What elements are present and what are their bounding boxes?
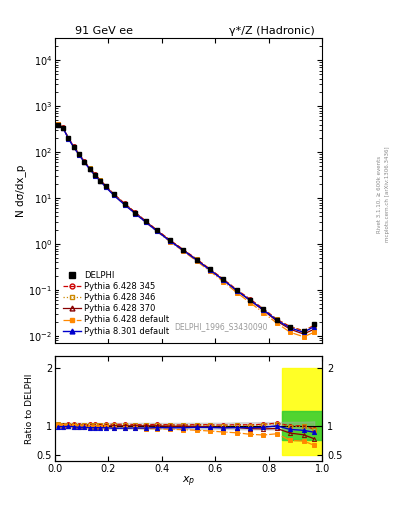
Bar [282,411,322,440]
Legend: DELPHI, Pythia 6.428 345, Pythia 6.428 346, Pythia 6.428 370, Pythia 6.428 defau: DELPHI, Pythia 6.428 345, Pythia 6.428 3… [59,268,173,339]
Text: DELPHI_1996_S3430090: DELPHI_1996_S3430090 [174,322,268,331]
Y-axis label: N dσ/dx_p: N dσ/dx_p [15,164,26,217]
Text: γ*/Z (Hadronic): γ*/Z (Hadronic) [229,26,314,36]
Text: 91 GeV ee: 91 GeV ee [75,26,133,36]
X-axis label: $x_p$: $x_p$ [182,475,195,489]
Text: mcplots.cern.ch [arXiv:1306.3436]: mcplots.cern.ch [arXiv:1306.3436] [385,147,389,242]
Bar [282,368,322,455]
Text: Rivet 3.1.10, ≥ 600k events: Rivet 3.1.10, ≥ 600k events [377,156,382,233]
Y-axis label: Ratio to DELPHI: Ratio to DELPHI [25,373,34,443]
